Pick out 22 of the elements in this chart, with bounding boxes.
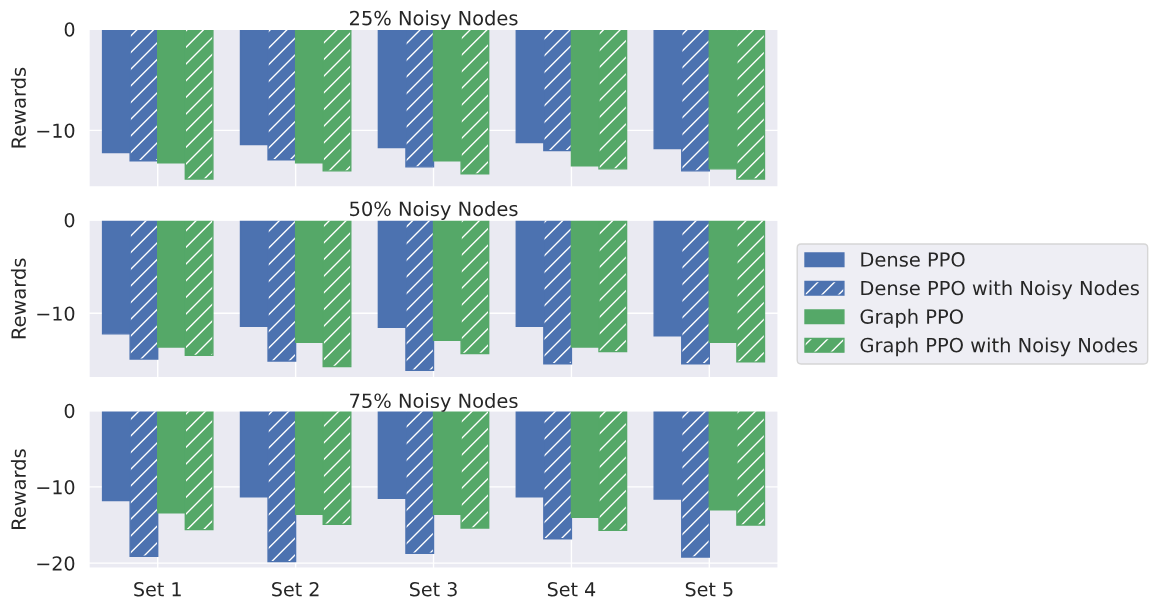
x-tick-label: Set 4 [547, 582, 596, 597]
x-tick-label: Set 5 [685, 582, 733, 597]
x-tick-label: Set 2 [272, 582, 319, 597]
y-tick-label: 0 [64, 403, 75, 419]
y-tick-label: 0 [64, 22, 75, 37]
y-tick-label: 0 [64, 212, 75, 228]
y-tick-label: −10 [37, 123, 75, 138]
y-tick-label: −10 [37, 479, 75, 495]
x-tick-label: Set 1 [134, 582, 181, 597]
chart-title: 50% Noisy Nodes [350, 201, 518, 220]
y-axis-title: Rewards [10, 449, 26, 529]
y-tick-label: −10 [37, 306, 75, 321]
y-tick-label: −20 [37, 556, 75, 571]
legend-label: Graph PPO with Noisy Nodes [860, 337, 1138, 357]
y-axis-title: Rewards [10, 67, 26, 148]
legend-label: Dense PPO [861, 252, 965, 267]
chart-title: 25% Noisy Nodes [349, 10, 518, 30]
y-axis-title: Rewards [10, 258, 26, 339]
legend-label: Graph PPO [860, 308, 963, 328]
x-tick-label: Set 3 [410, 582, 457, 597]
chart-title: 75% Noisy Nodes [350, 393, 518, 412]
legend-label: Dense PPO with Noisy Nodes [861, 280, 1139, 300]
